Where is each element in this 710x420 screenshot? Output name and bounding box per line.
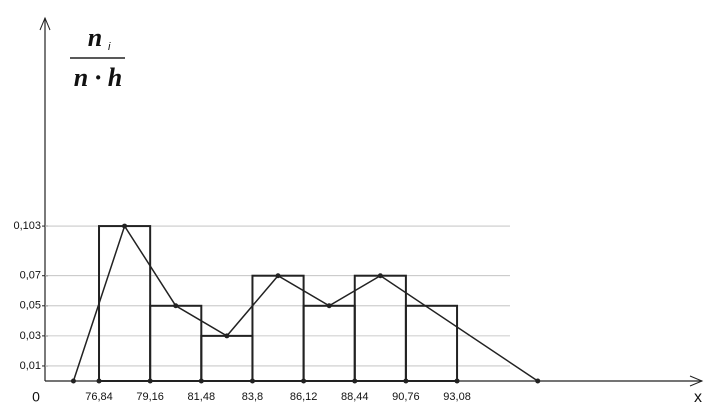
x-tick-label: 88,44: [341, 391, 369, 403]
polygon-vertex: [122, 223, 128, 229]
x-tick-label: 83,8: [242, 391, 263, 403]
bar: [251, 274, 305, 383]
polygon-vertex: [173, 303, 179, 309]
polygon-vertex: [70, 378, 76, 384]
x-tick-label: 90,76: [392, 391, 420, 403]
y-tick-label: 0,07: [20, 270, 41, 282]
y-tick-label: 0,03: [20, 330, 41, 342]
origin-label: 0: [32, 389, 40, 405]
x-tick-label: 81,48: [188, 391, 216, 403]
polygon-vertex: [326, 303, 332, 309]
frequency-polygon: [72, 224, 539, 382]
bar: [302, 304, 356, 382]
y-label-numerator: n: [88, 23, 102, 52]
y-arrow: [39, 16, 51, 31]
bar: [98, 225, 152, 382]
y-label-denominator: n · h: [74, 63, 122, 92]
x-tick-label: 76,84: [85, 391, 113, 403]
polygon-vertex: [377, 273, 383, 279]
x-arrow: [689, 375, 704, 387]
x-label: x: [694, 389, 702, 406]
y-tick-label: 0,05: [20, 300, 41, 312]
bar: [404, 304, 459, 382]
polygon-vertex: [535, 378, 541, 384]
bar: [200, 334, 254, 382]
x-tick-label: 79,16: [136, 391, 164, 403]
y-tick-label: 0,01: [20, 360, 41, 372]
y-label-subscript: i: [108, 41, 111, 53]
y-tick-label: 0,103: [13, 220, 41, 232]
x-tick-label: 93,08: [443, 391, 471, 403]
x-tick-label: 86,12: [290, 391, 318, 403]
polygon-vertex: [275, 273, 281, 279]
bar: [353, 274, 407, 383]
polygon-vertex: [224, 333, 230, 339]
